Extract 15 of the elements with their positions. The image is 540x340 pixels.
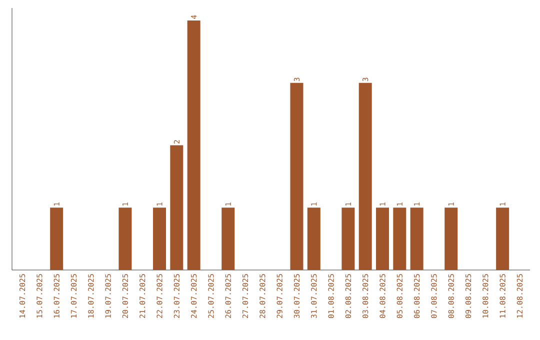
bar xyxy=(496,208,510,270)
bar xyxy=(307,208,320,270)
bar xyxy=(376,208,389,270)
bar xyxy=(118,208,132,270)
bar xyxy=(50,208,64,270)
bar xyxy=(444,208,458,270)
bar xyxy=(342,208,355,270)
bar xyxy=(410,208,424,270)
bar xyxy=(393,208,406,270)
bar xyxy=(153,208,166,270)
bar xyxy=(358,82,372,270)
bar xyxy=(170,145,184,270)
bar xyxy=(222,208,235,270)
bar xyxy=(290,82,304,270)
bar xyxy=(187,20,200,270)
